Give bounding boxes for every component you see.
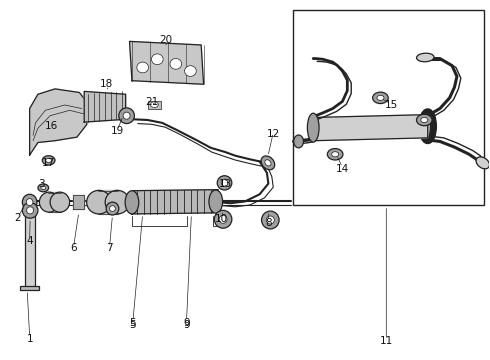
- Polygon shape: [98, 190, 118, 214]
- Ellipse shape: [294, 135, 303, 148]
- Ellipse shape: [377, 95, 384, 100]
- Text: 21: 21: [145, 97, 158, 107]
- Polygon shape: [30, 89, 89, 155]
- Bar: [20, 286, 39, 290]
- Bar: [25, 203, 35, 287]
- Ellipse shape: [217, 176, 232, 190]
- Ellipse shape: [106, 202, 119, 215]
- Text: 6: 6: [70, 243, 77, 253]
- Ellipse shape: [185, 66, 196, 76]
- Ellipse shape: [26, 207, 34, 214]
- Ellipse shape: [214, 210, 232, 228]
- Ellipse shape: [41, 186, 46, 190]
- Ellipse shape: [150, 102, 158, 108]
- Ellipse shape: [267, 216, 274, 224]
- Text: 3: 3: [38, 179, 45, 189]
- Polygon shape: [74, 195, 84, 209]
- Ellipse shape: [23, 194, 37, 210]
- Polygon shape: [132, 190, 218, 214]
- Polygon shape: [48, 192, 61, 212]
- Ellipse shape: [23, 203, 38, 218]
- Ellipse shape: [26, 199, 33, 206]
- Text: 18: 18: [99, 79, 113, 89]
- Text: 5: 5: [130, 318, 136, 328]
- Text: 15: 15: [385, 100, 398, 110]
- Text: 10: 10: [215, 214, 228, 224]
- Ellipse shape: [221, 180, 228, 186]
- Text: 14: 14: [336, 164, 349, 174]
- Ellipse shape: [262, 211, 279, 229]
- Ellipse shape: [209, 190, 222, 213]
- Ellipse shape: [42, 156, 55, 165]
- Ellipse shape: [373, 92, 388, 104]
- Text: 5: 5: [130, 320, 136, 330]
- Text: 16: 16: [45, 121, 58, 131]
- Ellipse shape: [119, 108, 134, 123]
- Ellipse shape: [151, 54, 163, 64]
- Text: 1: 1: [26, 334, 33, 344]
- Bar: [147, 101, 161, 109]
- Ellipse shape: [476, 157, 490, 169]
- Ellipse shape: [422, 112, 434, 141]
- Ellipse shape: [38, 184, 49, 192]
- Text: 2: 2: [14, 212, 21, 222]
- Polygon shape: [313, 114, 428, 141]
- Ellipse shape: [50, 192, 70, 212]
- Ellipse shape: [170, 59, 182, 69]
- Ellipse shape: [46, 158, 51, 162]
- Ellipse shape: [125, 191, 139, 214]
- Text: 8: 8: [265, 218, 271, 228]
- Polygon shape: [84, 91, 125, 122]
- Ellipse shape: [39, 192, 59, 212]
- Text: 17: 17: [42, 158, 55, 168]
- Text: 20: 20: [160, 35, 172, 45]
- Ellipse shape: [105, 190, 129, 214]
- Ellipse shape: [110, 206, 115, 211]
- Ellipse shape: [219, 215, 227, 223]
- Ellipse shape: [87, 190, 111, 214]
- Ellipse shape: [261, 156, 275, 170]
- Ellipse shape: [137, 62, 148, 73]
- Text: 11: 11: [380, 337, 393, 346]
- Text: 7: 7: [106, 243, 113, 253]
- Ellipse shape: [123, 112, 130, 119]
- Polygon shape: [129, 41, 203, 84]
- Ellipse shape: [416, 114, 432, 126]
- Ellipse shape: [421, 117, 428, 122]
- Ellipse shape: [332, 152, 339, 157]
- Text: 4: 4: [26, 236, 33, 246]
- Ellipse shape: [327, 149, 343, 160]
- Bar: [293, 10, 484, 205]
- Text: 9: 9: [183, 320, 190, 330]
- Ellipse shape: [307, 113, 319, 142]
- Ellipse shape: [416, 53, 434, 62]
- Text: 13: 13: [219, 179, 232, 189]
- Text: 9: 9: [183, 318, 190, 328]
- Text: 12: 12: [267, 129, 280, 139]
- Text: 19: 19: [111, 126, 124, 136]
- Ellipse shape: [265, 160, 271, 166]
